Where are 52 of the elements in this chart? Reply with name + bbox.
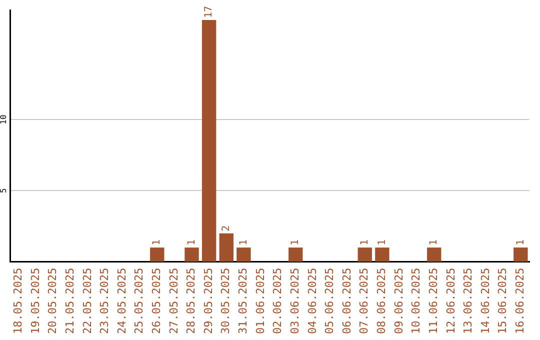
data-label: 1: [186, 240, 198, 246]
bar: [514, 248, 528, 262]
x-tick-label: 26.05.2025: [150, 268, 163, 334]
data-label: 17: [204, 6, 215, 18]
bar: [150, 248, 164, 262]
x-tick-label: 10.06.2025: [410, 268, 423, 334]
data-label: 1: [238, 240, 250, 246]
x-tick-label: 19.05.2025: [28, 268, 42, 334]
x-tick-label: 16.06.2025: [514, 268, 527, 334]
data-label: 1: [376, 240, 388, 246]
bar: [184, 248, 199, 262]
x-tick-label: 04.06.2025: [306, 268, 319, 334]
x-tick-label: 14.06.2025: [478, 268, 492, 334]
x-tick-label: 13.06.2025: [462, 268, 475, 334]
x-tick-label: 31.05.2025: [236, 268, 250, 334]
x-tick-label: 07.06.2025: [358, 268, 371, 334]
x-tick-label: 22.05.2025: [80, 268, 94, 334]
data-label: 1: [290, 240, 302, 246]
bar: [219, 233, 234, 262]
bar: [375, 248, 390, 262]
x-tick-label: 28.05.2025: [184, 268, 198, 334]
x-tick-label: 02.06.2025: [271, 268, 284, 334]
bar: [358, 248, 372, 262]
data-label: 1: [152, 240, 163, 246]
data-label: 1: [515, 240, 526, 246]
x-tick-label: 25.05.2025: [132, 268, 146, 334]
x-tick-label: 05.06.2025: [323, 268, 336, 334]
data-label: 1: [428, 240, 440, 246]
x-tick-label: 29.05.2025: [202, 268, 215, 334]
y-tick-label: 5: [0, 188, 8, 194]
x-tick-label: 12.06.2025: [444, 268, 458, 334]
x-tick-label: 09.06.2025: [392, 268, 406, 334]
bar: [236, 248, 251, 262]
x-tick-label: 11.06.2025: [426, 268, 440, 334]
x-tick-label: 01.06.2025: [254, 268, 267, 334]
x-tick-label: 30.05.2025: [219, 268, 232, 334]
x-tick-label: 15.06.2025: [496, 268, 510, 334]
x-tick-label: 08.06.2025: [375, 268, 388, 334]
y-tick-label: 10: [0, 114, 8, 124]
x-tick-label: 06.06.2025: [340, 268, 354, 334]
data-label: 2: [220, 225, 232, 232]
bar: [288, 248, 303, 262]
x-tick-label: 21.05.2025: [63, 268, 76, 334]
data-label: 1: [359, 240, 370, 246]
x-tick-label: 23.05.2025: [98, 268, 112, 334]
x-tick-label: 24.05.2025: [115, 268, 128, 334]
x-tick-label: 03.06.2025: [288, 268, 302, 334]
bar: [202, 20, 216, 262]
x-tick-label: 18.05.2025: [12, 268, 25, 334]
bar: [427, 248, 442, 262]
x-tick-label: 27.05.2025: [167, 268, 180, 334]
x-tick-label: 20.05.2025: [46, 268, 60, 334]
